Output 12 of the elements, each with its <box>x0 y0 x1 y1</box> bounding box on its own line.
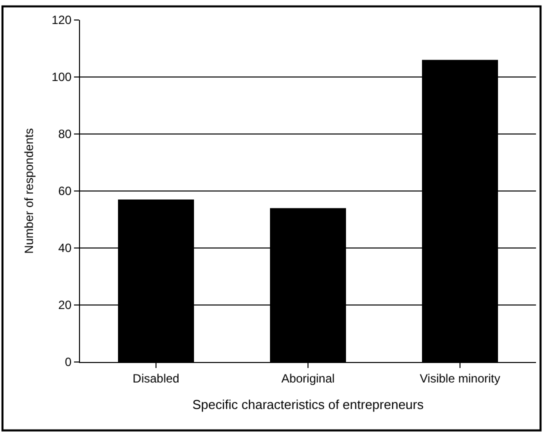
y-tick-label: 100 <box>52 70 72 84</box>
x-tick-label: Aboriginal <box>281 371 335 386</box>
y-tick-label: 20 <box>58 298 72 312</box>
y-tick-label: 120 <box>52 13 72 28</box>
y-tick-label: 60 <box>58 184 72 198</box>
y-axis-title: Number of respondents <box>22 128 36 254</box>
y-tick-label: 40 <box>58 241 72 256</box>
y-tick-label: 0 <box>64 355 72 370</box>
y-tick-label: 80 <box>58 127 72 142</box>
x-tick-label: Disabled <box>132 371 180 386</box>
x-axis-title: Specific characteristics of entrepreneurs <box>192 397 424 412</box>
x-tick-label: Visible minority <box>420 371 500 386</box>
